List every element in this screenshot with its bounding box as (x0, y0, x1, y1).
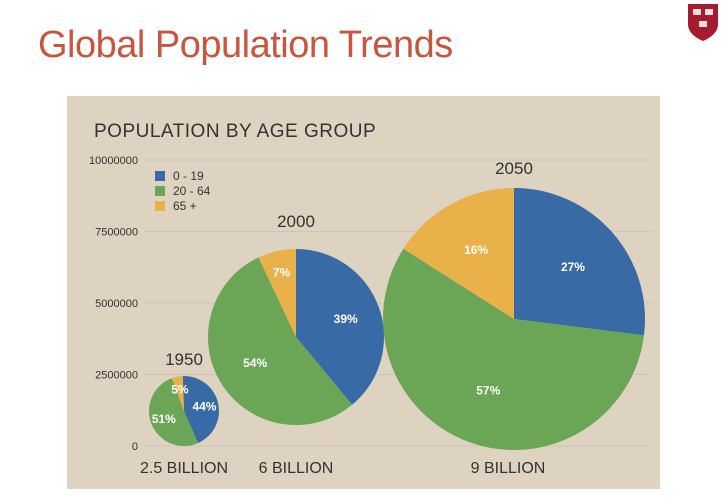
pie-year-label: 1950 (165, 350, 203, 369)
slice-data-label: 44% (192, 399, 216, 413)
y-tick-label: 2500000 (95, 370, 138, 382)
pie-slice (296, 249, 385, 405)
slice-data-label: 27% (561, 260, 585, 274)
y-tick-label: 5000000 (95, 298, 138, 310)
pie-slice (172, 376, 184, 411)
slice-data-label: 39% (334, 312, 358, 326)
slide-title: Global Population Trends (38, 24, 453, 66)
pie-total-label: 6 BILLION (259, 460, 334, 477)
slice-data-label: 54% (243, 356, 267, 370)
pie-total-label: 2.5 BILLION (140, 460, 228, 477)
population-chart: POPULATION BY AGE GROUP 0 2500000 5000000 75… (89, 121, 652, 477)
legend-label: 20 - 64 (173, 184, 211, 198)
legend-swatch (155, 186, 165, 196)
legend-label: 0 - 19 (173, 169, 204, 183)
chart-panel: POPULATION BY AGE GROUP 0 2500000 5000000 75… (67, 96, 660, 489)
pie-slice (403, 188, 514, 319)
y-tick-label: 10000000 (89, 155, 138, 167)
slice-data-label: 51% (152, 412, 176, 426)
y-tick-label: 0 (132, 441, 138, 453)
slice-data-label: 16% (464, 243, 488, 257)
slice-data-label: 7% (273, 266, 291, 280)
university-crest-icon (688, 4, 718, 41)
pie-slice (514, 188, 646, 336)
legend-swatch (155, 171, 165, 181)
pie-slice (208, 257, 353, 425)
pie-slice (148, 378, 199, 447)
legend-swatch (155, 201, 165, 211)
legend-label: 65 + (173, 199, 197, 213)
pie-slice (182, 376, 219, 444)
pie-slice (383, 248, 644, 451)
pie-total-label: 9 BILLION (471, 460, 546, 477)
slice-data-label: 57% (476, 383, 500, 397)
y-tick-label: 7500000 (95, 227, 138, 239)
slice-data-label: 5% (171, 383, 189, 397)
pie-slice (258, 249, 296, 337)
pie-year-label: 2000 (277, 212, 315, 231)
pie-year-label: 2050 (495, 159, 533, 178)
chart-title: POPULATION BY AGE GROUP (94, 121, 376, 142)
